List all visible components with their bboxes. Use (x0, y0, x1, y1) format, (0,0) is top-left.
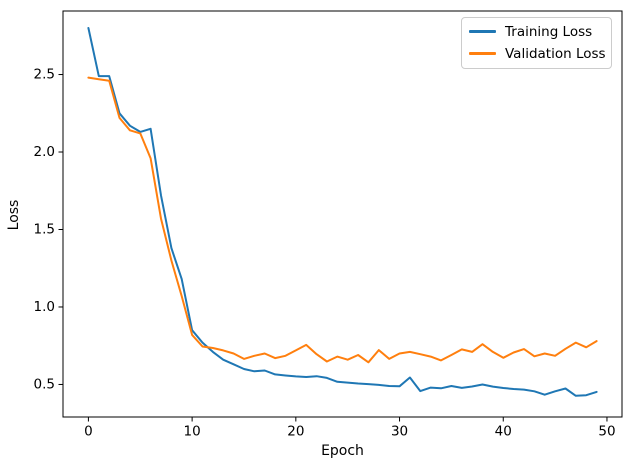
legend: Training Loss Validation Loss (461, 17, 612, 69)
legend-entry-validation: Validation Loss (469, 45, 606, 62)
x-tick-label: 30 (391, 424, 408, 440)
training-loss-line-sample (469, 30, 496, 33)
axis-ticks: 0 10 20 30 40 50 0.5 1.0 1.5 2.0 2.5 (34, 67, 616, 440)
training-loss-line (87, 27, 598, 397)
y-tick-label: 2.0 (34, 144, 55, 160)
plot-border (62, 10, 623, 418)
y-axis-label: Loss (6, 199, 22, 231)
x-tick-label: 10 (184, 424, 201, 440)
y-tick-label: 1.5 (34, 221, 55, 237)
y-tick-label: 1.0 (34, 299, 55, 315)
legend-entry-training: Training Loss (469, 23, 602, 40)
legend-label-validation: Validation Loss (505, 45, 606, 62)
x-axis-label: Epoch (321, 443, 364, 459)
x-tick-label: 0 (84, 424, 93, 440)
y-tick-label: 2.5 (34, 67, 55, 83)
y-tick-label: 0.5 (34, 376, 55, 392)
legend-label-training: Training Loss (505, 23, 593, 40)
x-tick-label: 20 (287, 424, 304, 440)
chart-series (87, 27, 598, 397)
x-tick-label: 40 (495, 424, 512, 440)
x-tick-label: 50 (598, 424, 615, 440)
validation-loss-line-sample (469, 52, 496, 55)
validation-loss-line (87, 76, 598, 364)
